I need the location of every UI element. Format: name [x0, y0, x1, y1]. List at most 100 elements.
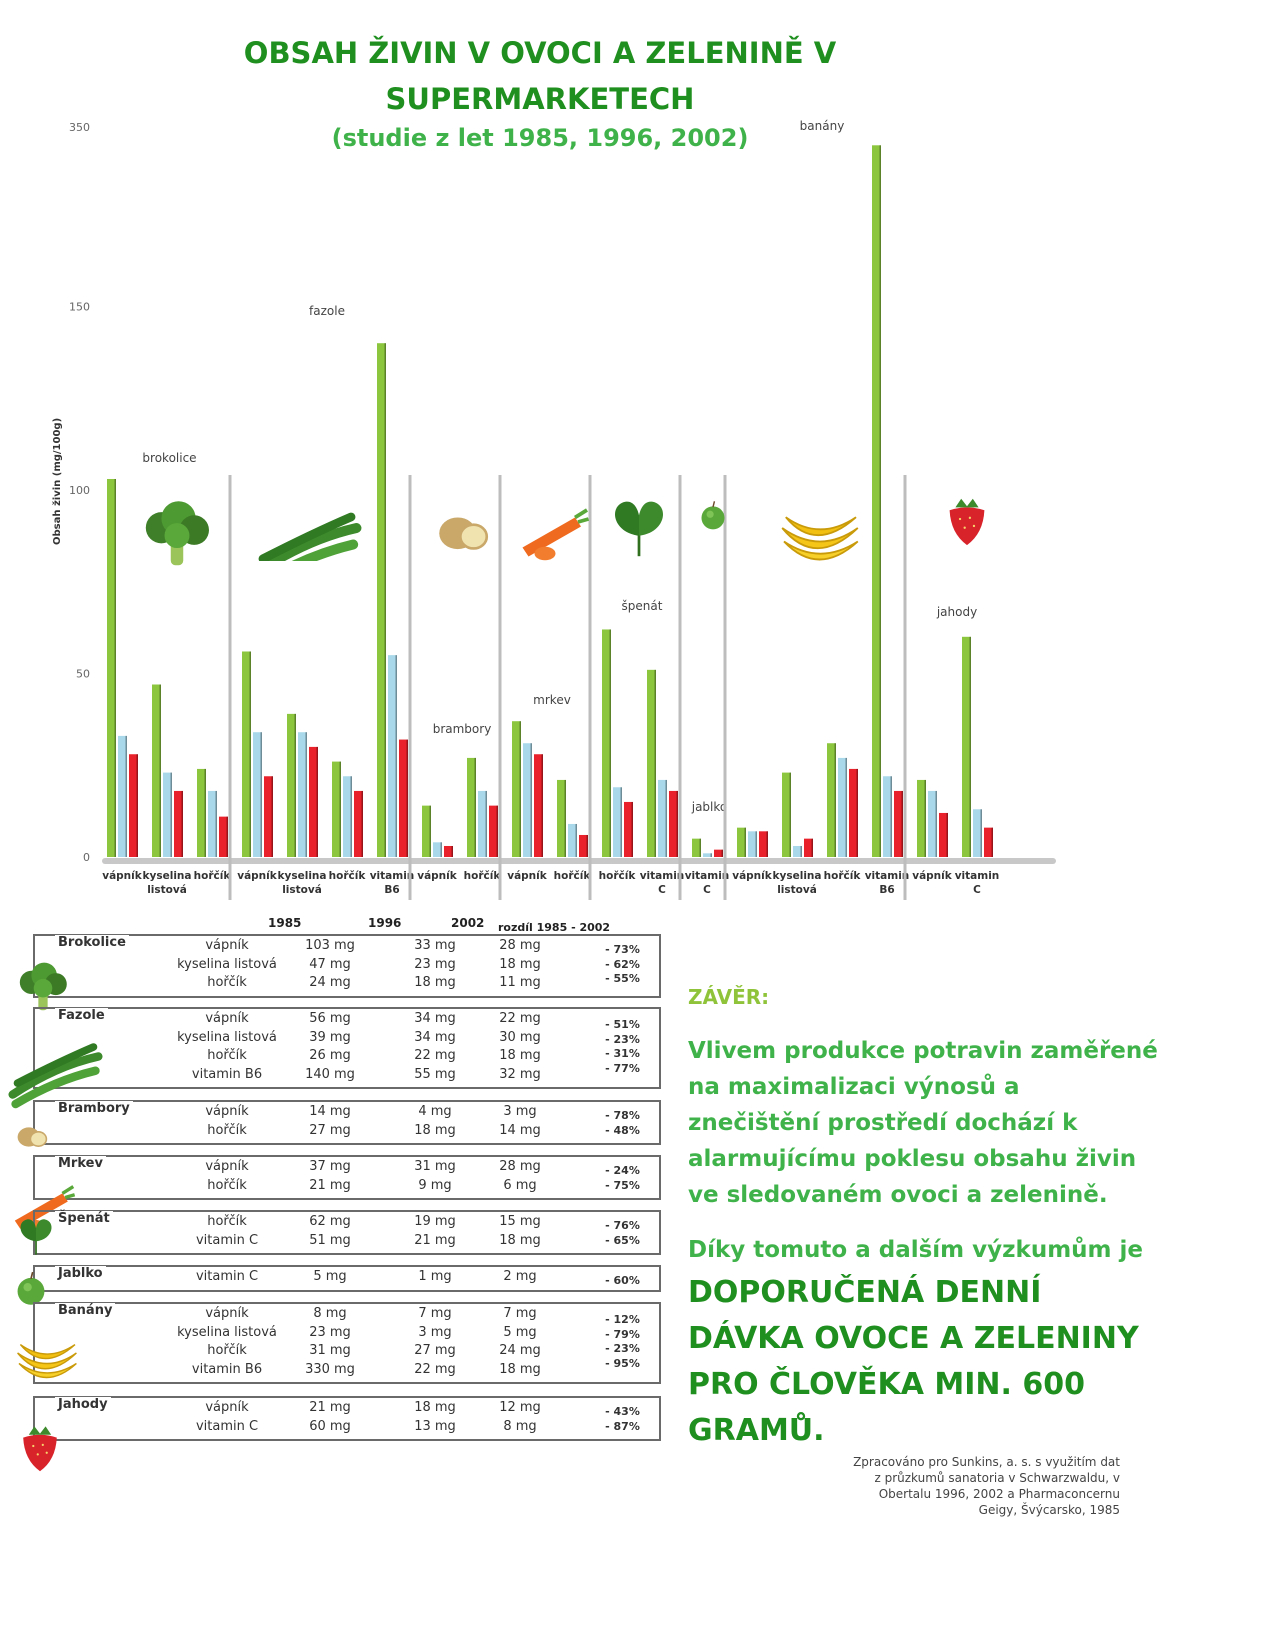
nutrient-cell: vitamin B6: [191, 1066, 263, 1082]
chart-bar-edge: [991, 827, 993, 857]
chart-bar: [692, 838, 701, 857]
chart-bar-edge: [350, 776, 352, 857]
value-1996: 1 mg: [418, 1269, 452, 1284]
nutrient-cell: hořčík: [207, 1343, 247, 1358]
table-row: hořčík 26 mg 22 mg 18 mg: [35, 1046, 659, 1065]
chart-bar: [613, 787, 622, 857]
food-block: Banány vápník 8 mg 7 mg 7 mg - 12% kyselina li…: [33, 1302, 661, 1384]
chart-bar: [163, 772, 172, 857]
chart-bar-edge: [249, 651, 251, 857]
diff-row: - 12%: [35, 1310, 659, 1329]
nutrient-cell: vápník: [205, 1400, 249, 1415]
value-1985: 21 mg: [309, 1177, 351, 1193]
chart-bar-edge: [834, 743, 836, 857]
header-diff: rozdíl 1985 - 2002: [498, 921, 611, 934]
chart-bar: [467, 757, 476, 857]
nutrient-cell: kyselina listová: [177, 1029, 277, 1045]
chart-bar-edge: [586, 834, 588, 857]
diff-row: - 76%: [35, 1216, 659, 1235]
chart-bar: [242, 651, 251, 857]
potato-icon: [439, 517, 489, 550]
conclusion-highlight: DOPORUČENÁ DENNÍ DÁVKA OVOCE A ZELENINY …: [688, 1275, 1139, 1448]
source-line: Zpracováno pro Sunkins, a. s. s využitím…: [853, 1455, 1120, 1469]
diff-row: - 48%: [35, 1121, 659, 1140]
y-tick-label: 50: [76, 668, 90, 681]
diff-value: - 51%: [605, 1018, 640, 1031]
chart-bar: [309, 746, 318, 857]
y-tick-label: 150: [69, 301, 90, 314]
x-tick-label: kyselina: [773, 870, 822, 882]
y-tick-label: 100: [69, 484, 90, 497]
chart-bar: [534, 754, 543, 857]
chart-bar: [343, 776, 352, 857]
carrot-icon: [522, 508, 590, 561]
spinach-icon: [615, 501, 663, 557]
value-2002: 24 mg: [499, 1343, 541, 1358]
diff-row: - 78%: [35, 1106, 659, 1125]
chart-bar-edge: [541, 754, 543, 857]
chart-bar: [219, 816, 228, 857]
value-1996: 22 mg: [414, 1048, 456, 1063]
table-row: vitamin C 5 mg 1 mg 2 mg: [35, 1267, 659, 1286]
chart-bar: [872, 145, 881, 858]
nutrient-cell: kyselina listová: [177, 956, 277, 972]
chart-bar-edge: [136, 754, 138, 857]
diff-row: - 75%: [35, 1176, 659, 1195]
chart-bar-edge: [710, 853, 712, 857]
diff-value: - 23%: [605, 1342, 640, 1355]
food-name: Brambory: [55, 1101, 133, 1116]
chart-bar: [568, 823, 577, 857]
diff-row: - 95%: [35, 1354, 659, 1373]
x-tick-label: listová: [147, 884, 187, 896]
diff-value: - 43%: [605, 1405, 640, 1418]
table-row: vitamin B6 140 mg 55 mg 32 mg: [35, 1065, 659, 1084]
chart-bar: [287, 713, 296, 857]
conclusion-heading: ZÁVĚR:: [688, 985, 770, 1009]
chart-bar-edge: [901, 790, 903, 857]
food-block: Mrkev vápník 37 mg 31 mg 28 mg - 24% hořčík 21 …: [33, 1155, 661, 1200]
broccoli-icon: [145, 501, 209, 566]
chart-bar: [917, 779, 926, 857]
x-tick-label: hořčík: [599, 870, 637, 882]
group-label: jahody: [936, 605, 977, 619]
value-2002: 18 mg: [499, 1361, 541, 1377]
chart-bar-edge: [181, 790, 183, 857]
nutrient-cell: vitamin C: [195, 1269, 259, 1284]
food-name: Jahody: [55, 1397, 111, 1412]
food-block: Fazole vápník 56 mg 34 mg 22 mg - 51% kyselina…: [33, 1007, 661, 1089]
food-name: Jablko: [55, 1266, 106, 1281]
chart-bar-edge: [395, 655, 397, 857]
chart-bar-edge: [924, 779, 926, 857]
chart-bar-edge: [575, 823, 577, 857]
food-name: Fazole: [55, 1008, 108, 1023]
value-2002: 22 mg: [499, 1011, 541, 1026]
chart-bar-edge: [204, 768, 206, 857]
group-label: mrkev: [533, 693, 571, 707]
green-beans-icon: [8, 1028, 103, 1127]
strawberry-icon: [949, 498, 985, 546]
chart-bar-edge: [271, 776, 273, 857]
value-2002: 18 mg: [499, 1048, 541, 1063]
value-2002: 15 mg: [499, 1214, 541, 1229]
chart-bar: [174, 790, 183, 857]
y-tick-label: 350: [69, 121, 90, 134]
x-tick-label: vitamin: [640, 870, 685, 882]
x-tick-label: listová: [777, 884, 817, 896]
x-tick-label: hořčík: [464, 870, 502, 882]
chart-bar-edge: [665, 779, 667, 857]
x-tick-label: vápník: [417, 870, 458, 882]
value-2002: 30 mg: [499, 1029, 541, 1045]
table-row: hořčík 24 mg 18 mg 11 mg: [35, 973, 659, 992]
value-1996: 9 mg: [418, 1177, 452, 1193]
nutrient-cell: vápník: [205, 1159, 249, 1174]
table-row: vitamin C 60 mg 13 mg 8 mg: [35, 1417, 659, 1436]
value-2002: 28 mg: [499, 938, 541, 953]
value-1985: 24 mg: [309, 975, 351, 990]
subtitle: (studie z let 1985, 1996, 2002): [331, 124, 749, 152]
food-name: Špenát: [55, 1211, 113, 1226]
chart-bar-edge: [856, 768, 858, 857]
chart-bar: [883, 776, 892, 857]
value-1985: 26 mg: [309, 1048, 351, 1063]
value-1985: 60 mg: [309, 1418, 351, 1434]
chart-bar-edge: [305, 732, 307, 857]
